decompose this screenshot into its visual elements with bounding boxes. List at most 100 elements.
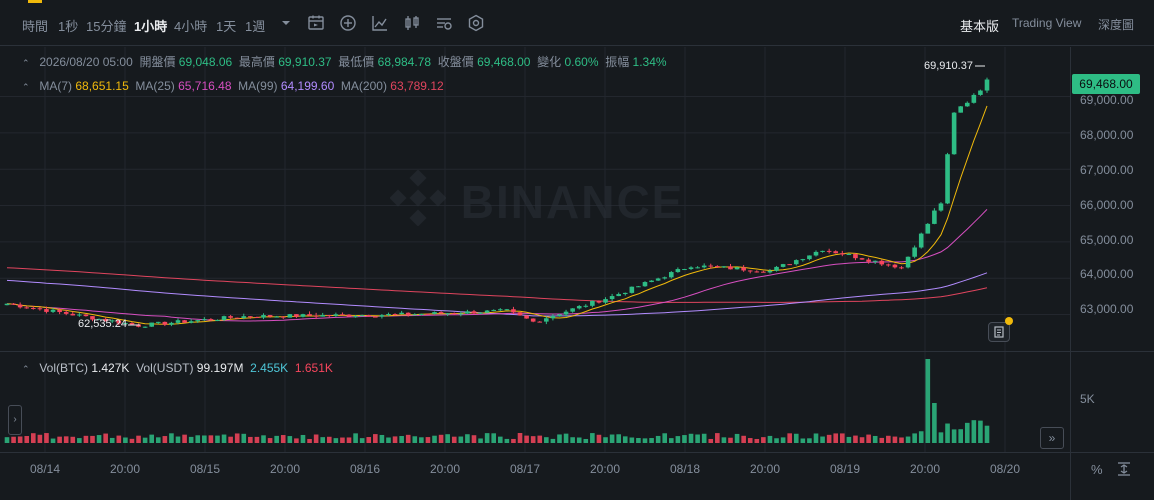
candle-body <box>813 251 819 256</box>
ohlc-datetime: 2026/08/20 05:00 <box>39 55 133 69</box>
line-chart-icon[interactable] <box>370 13 390 33</box>
ma25-value: 65,716.48 <box>178 79 232 93</box>
candle-body <box>195 320 201 322</box>
volume-bar <box>721 437 727 443</box>
vol-btc-value: 1.427K <box>91 361 130 375</box>
candle-body <box>90 316 95 320</box>
timeframe-15m[interactable]: 15分鐘 <box>86 19 127 34</box>
timeframe-time[interactable]: 時間 <box>22 19 49 34</box>
volume-bar <box>774 438 779 443</box>
timeframe-1w[interactable]: 1週 <box>245 19 266 34</box>
volume-bar <box>155 437 161 443</box>
volume-bar <box>708 438 714 443</box>
volume-bar <box>978 420 983 443</box>
volume-bar <box>202 435 207 443</box>
time-tick: 20:00 <box>590 462 621 476</box>
candlestick-type-icon[interactable] <box>402 13 422 33</box>
candle-body <box>649 280 654 283</box>
auto-fit-icon[interactable] <box>1116 461 1132 477</box>
ma7-value: 68,651.15 <box>75 79 129 93</box>
volume-bar <box>622 436 628 443</box>
volume-bar <box>307 438 312 443</box>
candle-body <box>386 313 391 316</box>
amplitude-label: 振幅 <box>605 55 630 69</box>
volume-bar <box>50 438 56 443</box>
volume-bar <box>879 437 885 443</box>
candle-body <box>840 253 845 255</box>
volume-bar <box>373 434 378 443</box>
close-label: 收盤價 <box>437 55 474 69</box>
volume-bar <box>359 438 365 443</box>
calendar-icon[interactable] <box>306 13 326 33</box>
candle-body <box>596 300 602 303</box>
vol-usdt-value: 99.197M <box>196 361 244 375</box>
volume-bar <box>445 434 450 443</box>
candle-body <box>550 316 556 319</box>
ma200-label: MA(200) <box>340 79 387 93</box>
volume-bar <box>471 435 477 443</box>
candle-body <box>609 296 615 300</box>
candle-body <box>912 247 917 257</box>
timeframe-dropdown-icon[interactable] <box>276 13 296 33</box>
collapse-ma-icon[interactable]: ⌃ <box>22 82 30 92</box>
volume-bar <box>451 436 457 443</box>
candle-body <box>399 312 404 315</box>
candle-body <box>636 286 641 288</box>
candle-body <box>859 258 865 260</box>
volume-bar <box>234 433 240 443</box>
candle-body <box>248 316 253 318</box>
candle-body <box>537 321 543 323</box>
volume-bar <box>136 435 141 443</box>
volume-bar <box>63 436 69 443</box>
volume-bar <box>833 433 839 443</box>
timeframe-1h[interactable]: 1小時 <box>134 19 168 34</box>
volume-bar <box>517 433 523 443</box>
timeframe-4h[interactable]: 4小時 <box>174 19 208 34</box>
low-label: 最低價 <box>338 55 375 69</box>
volume-bar <box>715 433 720 443</box>
candle-body <box>846 254 852 256</box>
volume-bar <box>169 433 174 443</box>
candle-body <box>31 307 36 309</box>
open-value: 69,048.06 <box>178 55 233 69</box>
view-basic-tab[interactable]: 基本版 <box>960 19 1000 34</box>
volume-bar <box>741 435 746 443</box>
left-drawer-handle[interactable]: › <box>8 405 22 435</box>
volume-bar <box>254 436 260 443</box>
scroll-to-latest-button[interactable]: » <box>1040 427 1064 449</box>
volume-bar <box>570 437 575 443</box>
settings-icon[interactable] <box>466 13 486 33</box>
candle-body <box>761 271 766 273</box>
pane-separator[interactable] <box>0 351 1154 352</box>
volume-bar <box>695 434 700 443</box>
candle-body <box>918 233 924 248</box>
candle-body <box>945 154 950 204</box>
volume-bar <box>964 422 970 443</box>
time-tick: 08/18 <box>670 462 701 476</box>
view-depth-tab[interactable]: 深度圖 <box>1098 18 1135 32</box>
timeframe-1d[interactable]: 1天 <box>216 19 237 34</box>
volume-bar <box>761 437 766 443</box>
drawing-tools-icon[interactable] <box>434 13 454 33</box>
candle-body <box>280 316 286 318</box>
candle-body <box>642 282 648 287</box>
candle-body <box>261 315 266 318</box>
candle-body <box>162 321 168 325</box>
volume-bar <box>123 437 128 443</box>
volume-bar <box>675 436 681 443</box>
volume-bar <box>221 434 227 443</box>
volume-bar <box>90 435 95 443</box>
candle-body <box>695 267 700 269</box>
volume-bar <box>353 433 358 443</box>
candle-body <box>682 269 687 271</box>
view-tradingview-tab[interactable]: Trading View <box>1012 16 1082 30</box>
add-indicator-icon[interactable] <box>338 13 358 33</box>
collapse-ohlc-icon[interactable]: ⌃ <box>22 58 30 68</box>
volume-bar <box>458 436 464 443</box>
candle-body <box>4 303 10 306</box>
collapse-volume-icon[interactable]: ⌃ <box>22 364 30 374</box>
news-button[interactable] <box>988 317 1013 342</box>
timeframe-1s[interactable]: 1秒 <box>58 19 79 34</box>
percent-scale-toggle[interactable]: % <box>1091 462 1103 477</box>
